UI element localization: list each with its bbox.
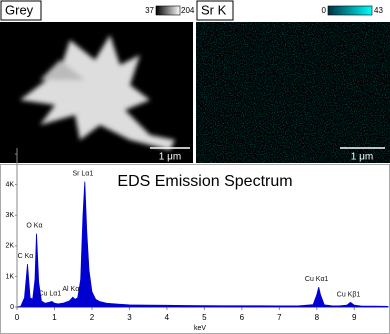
peak-label: O Kα — [26, 222, 42, 229]
x-tick-label: 4 — [165, 313, 170, 322]
spectrum-area — [16, 181, 389, 308]
y-tick-label: 0 — [10, 304, 14, 311]
x-tick-label: 1 — [52, 313, 57, 322]
peak-label: Al Kα — [62, 286, 79, 293]
chart-title: EDS Emission Spectrum — [117, 173, 292, 190]
peak-label: Cu Lα1 — [38, 290, 61, 297]
x-tick-label: 3 — [127, 313, 132, 322]
x-tick-label: 0 — [15, 313, 20, 322]
y-tick-label: 5K — [5, 151, 14, 158]
scale-bar-label: 1 μm — [159, 152, 181, 163]
colorbar — [155, 5, 181, 16]
scale-min: 37 — [145, 6, 154, 15]
x-axis-label: keV — [194, 325, 206, 332]
sr-map — [196, 22, 390, 163]
panel-label-box — [0, 0, 42, 21]
panel-label-box — [196, 0, 234, 21]
x-tick-label: 9 — [352, 313, 357, 322]
colorbar — [327, 5, 373, 16]
y-tick-label: 3K — [5, 212, 14, 219]
y-tick-label: 4K — [5, 182, 14, 189]
scale-max: 204 — [181, 6, 195, 15]
panel-label: Sr K — [201, 2, 227, 17]
header-bar — [0, 0, 390, 22]
x-tick-label: 8 — [315, 313, 320, 322]
peak-label: Cu Kβ1 — [337, 291, 361, 298]
scale-max: 43 — [374, 6, 383, 15]
scale-min: 0 — [322, 6, 327, 15]
y-tick-label: 2K — [5, 243, 14, 250]
x-tick-label: 6 — [240, 313, 245, 322]
grey-particle — [20, 35, 175, 150]
x-tick-label: 2 — [90, 313, 95, 322]
peak-label: C Kα — [18, 253, 34, 260]
y-tick-label: 1K — [5, 273, 14, 280]
peak-label: Cu Kα1 — [305, 276, 329, 283]
panel-label: Grey — [5, 2, 34, 17]
x-tick-label: 7 — [277, 313, 282, 322]
scale-bar-label: 1 μm — [351, 152, 373, 163]
peak-label: Sr Lα1 — [72, 170, 93, 177]
x-tick-label: 5 — [202, 313, 207, 322]
